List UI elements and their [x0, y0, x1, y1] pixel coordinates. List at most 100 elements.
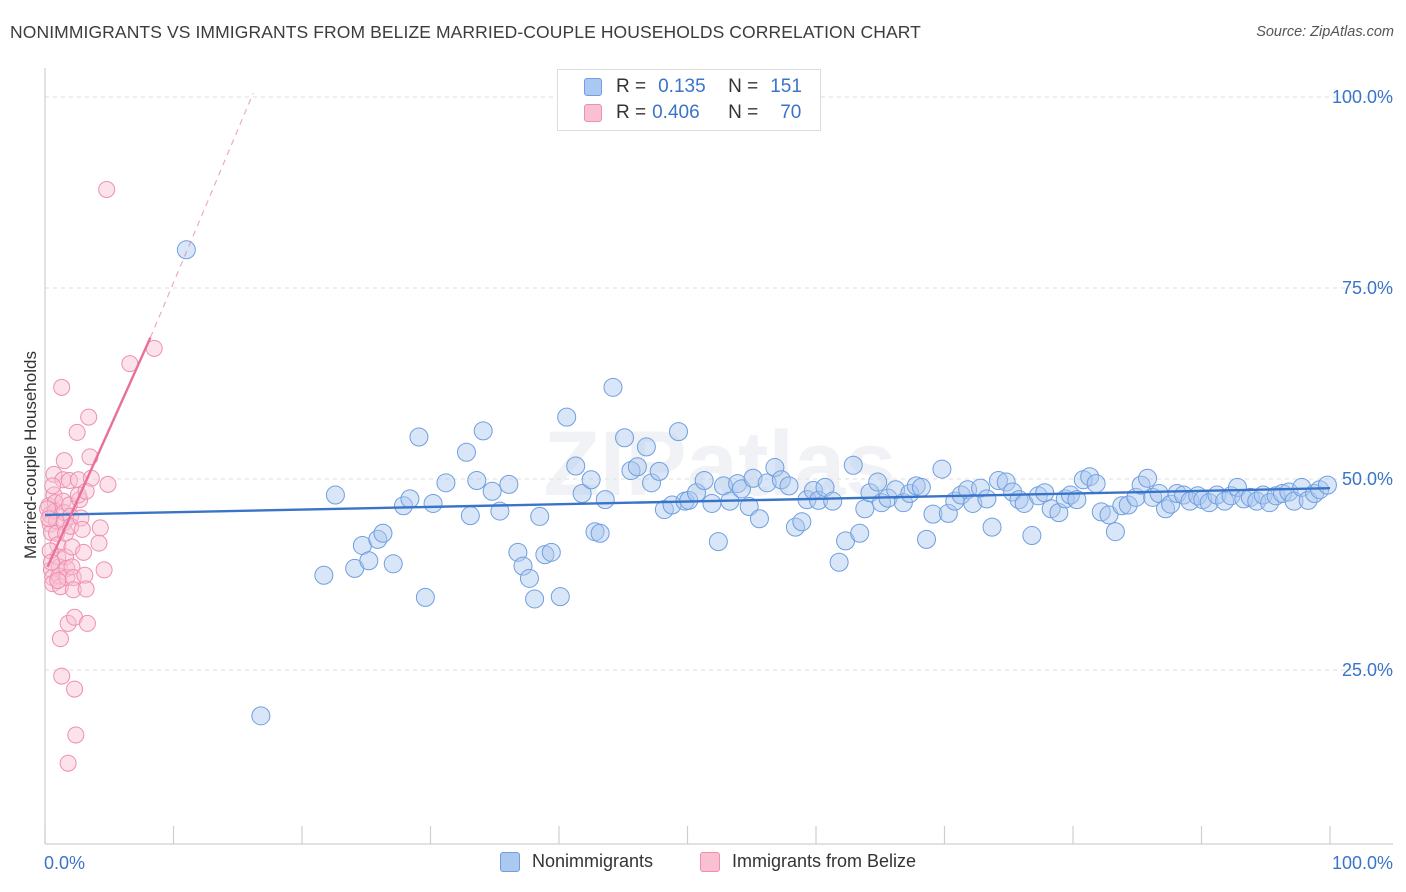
data-point: [373, 523, 393, 543]
n-value: 70: [780, 102, 802, 123]
data-point: [669, 422, 689, 442]
data-point: [1118, 495, 1138, 515]
data-point: [1227, 477, 1247, 497]
data-point: [73, 520, 91, 538]
data-point: [525, 589, 545, 609]
data-point: [977, 489, 997, 509]
data-point: [77, 580, 95, 598]
data-point: [40, 510, 58, 528]
data-point: [499, 474, 519, 494]
data-point: [581, 470, 601, 490]
y-tick-label: 75.0%: [1342, 278, 1393, 298]
data-point: [325, 485, 345, 505]
data-point: [359, 551, 379, 571]
y-tick-label: 25.0%: [1342, 660, 1393, 680]
y-axis-label: Married-couple Households: [21, 351, 40, 559]
n-value: 151: [770, 76, 802, 97]
data-point: [868, 472, 888, 492]
trend-lines: [44, 92, 1331, 568]
data-point: [739, 497, 759, 517]
data-point: [1105, 522, 1125, 542]
data-point: [176, 240, 196, 260]
bottom-legend-label: Immigrants from Belize: [732, 851, 917, 871]
data-point: [550, 587, 570, 607]
data-point: [850, 523, 870, 543]
data-point: [702, 493, 722, 513]
correlation-legend: R = 0.135 N = 151 R = 0.406 N = 70: [557, 69, 821, 131]
data-point: [55, 452, 73, 470]
data-point: [757, 473, 777, 493]
data-point: [59, 754, 77, 772]
data-point: [1099, 505, 1119, 525]
data-point: [615, 428, 635, 448]
data-point: [78, 614, 96, 632]
data-point: [843, 455, 863, 475]
source-label: Source: ZipAtlas.com: [1256, 24, 1394, 40]
data-point: [743, 468, 763, 488]
data-point: [603, 377, 623, 397]
data-point: [1003, 482, 1023, 502]
y-tick-label: 50.0%: [1342, 469, 1393, 489]
series-nonimmigrants: [176, 240, 1337, 726]
data-point: [1215, 491, 1235, 511]
data-point: [53, 667, 71, 685]
data-point: [1022, 526, 1042, 546]
bottom-legend-swatch: [700, 851, 720, 872]
legend-row-immigrants-belize: R = 0.406 N = 70: [584, 100, 801, 126]
data-point: [829, 552, 849, 572]
data-point: [54, 471, 72, 489]
data-point: [75, 543, 93, 561]
tick-labels: 25.0% 50.0% 75.0% 100.0% 0.0% 100.0%: [44, 87, 1393, 873]
data-point: [80, 408, 98, 426]
data-point: [415, 587, 435, 607]
data-point: [938, 503, 958, 523]
data-point: [76, 566, 94, 584]
data-point: [436, 473, 456, 493]
data-point: [595, 490, 615, 510]
data-point: [792, 512, 812, 532]
data-point: [572, 484, 592, 504]
data-point: [566, 456, 586, 476]
data-point: [383, 554, 403, 574]
x-tick-label: 0.0%: [44, 853, 85, 873]
data-point: [90, 534, 108, 552]
data-point: [923, 504, 943, 524]
data-point: [63, 558, 81, 576]
data-point: [66, 680, 84, 698]
data-point: [982, 517, 1002, 537]
data-point: [1138, 468, 1158, 488]
trend-line: [46, 337, 152, 568]
data-point: [473, 421, 493, 441]
data-point: [409, 427, 429, 447]
data-point: [91, 519, 109, 537]
data-point: [1161, 494, 1181, 514]
data-point: [1199, 493, 1219, 513]
data-point: [557, 407, 577, 427]
data-point: [423, 493, 443, 513]
data-point: [513, 556, 533, 576]
data-point: [708, 532, 728, 552]
r-label: R =: [616, 102, 647, 123]
series-immigrants-belize: [39, 180, 163, 772]
data-point: [694, 471, 714, 491]
n-label: N =: [728, 102, 759, 123]
data-point: [60, 472, 78, 490]
gridlines: [45, 96, 1392, 671]
axes: [44, 68, 1393, 845]
data-point: [1317, 475, 1337, 495]
data-point: [649, 461, 669, 481]
r-value: 0.135: [658, 76, 706, 97]
data-point: [996, 472, 1016, 492]
bottom-legend-label: Nonimmigrants: [532, 851, 654, 871]
data-point: [368, 529, 388, 549]
y-tick-label: 100.0%: [1332, 87, 1393, 107]
data-point: [749, 509, 769, 529]
data-point: [64, 581, 82, 599]
data-point: [541, 542, 561, 562]
data-point: [53, 378, 71, 396]
data-point: [1035, 483, 1055, 503]
legend-row-nonimmigrants: R = 0.135 N = 151: [584, 74, 802, 100]
r-label: R =: [616, 76, 647, 97]
data-point: [590, 523, 610, 543]
